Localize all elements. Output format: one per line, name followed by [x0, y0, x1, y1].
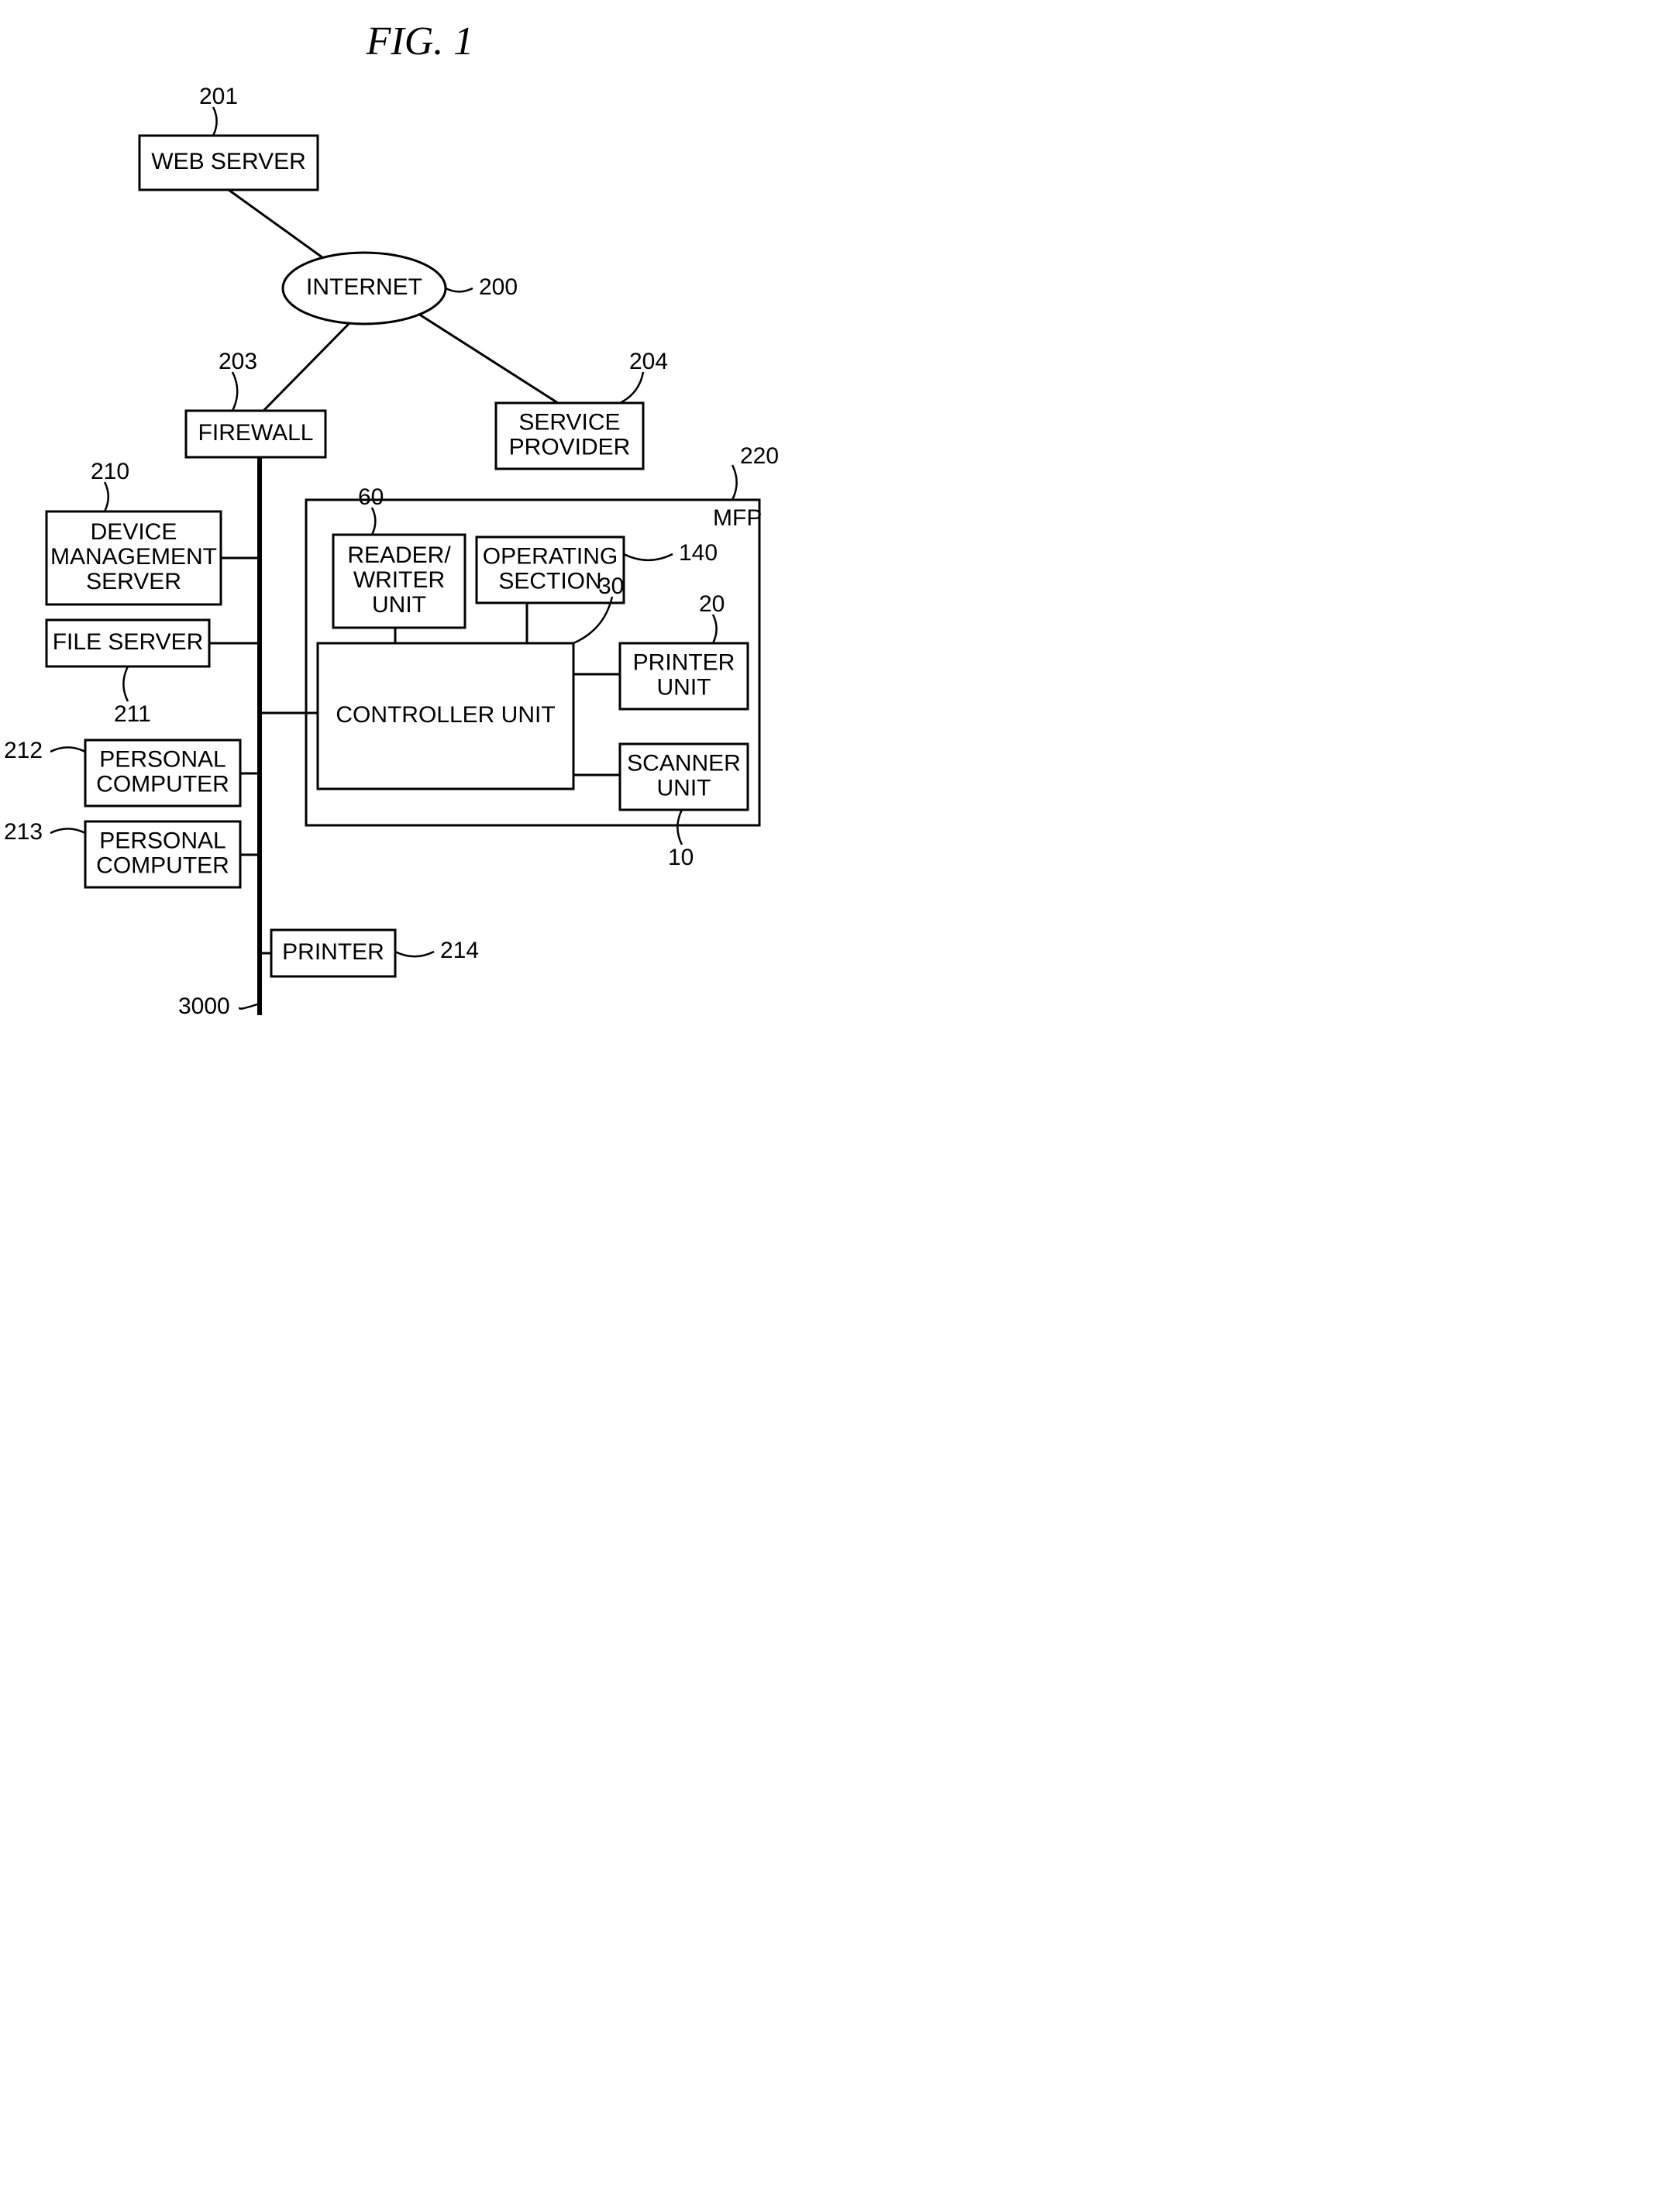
node-201-label: WEB SERVER	[151, 149, 306, 174]
ref-20: 20	[699, 591, 725, 617]
ref-214: 214	[440, 938, 479, 963]
connection	[263, 324, 349, 411]
ref-212: 212	[4, 738, 43, 763]
ref-201: 201	[199, 84, 238, 109]
internet-label: INTERNET	[306, 274, 422, 300]
ref-10: 10	[668, 845, 694, 870]
ref-140: 140	[679, 540, 718, 566]
ref-30: 30	[598, 573, 624, 599]
ref-213: 213	[4, 819, 43, 845]
ref-3000: 3000	[178, 993, 230, 1019]
diagram: FIG. 1 MFP 220 INTERNET 200 WEB SERVER 201 FIRE…	[0, 0, 840, 1095]
connection	[229, 190, 325, 260]
node-203-label: FIREWALL	[198, 420, 314, 446]
ref-60: 60	[358, 484, 384, 510]
ref-204: 204	[629, 349, 668, 374]
node-212-label: PERSONALCOMPUTER	[96, 746, 229, 797]
mfp-label: MFP	[713, 505, 762, 531]
node-204-label: SERVICEPROVIDER	[509, 409, 631, 460]
connection	[418, 314, 558, 403]
ref-211: 211	[114, 701, 151, 727]
node-30-label: CONTROLLER UNIT	[336, 702, 555, 728]
node-211-label: FILE SERVER	[53, 629, 204, 655]
ref-220: 220	[740, 443, 779, 469]
figure-title: FIG. 1	[366, 19, 474, 64]
ref-203: 203	[219, 349, 257, 374]
node-214-label: PRINTER	[282, 939, 384, 965]
node-213-label: PERSONALCOMPUTER	[96, 828, 229, 878]
ref-210: 210	[91, 459, 129, 484]
ref-200: 200	[479, 274, 518, 300]
